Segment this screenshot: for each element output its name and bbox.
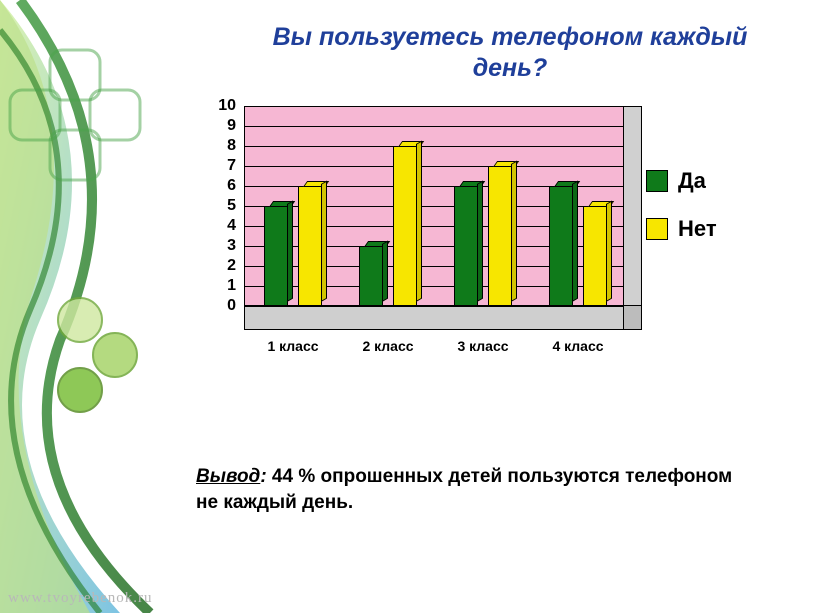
x-category-label: 4 класс bbox=[538, 338, 618, 354]
gridline bbox=[244, 166, 624, 167]
bar bbox=[393, 146, 417, 306]
y-tick-label: 1 bbox=[196, 277, 236, 295]
legend-item: Нет bbox=[646, 216, 717, 242]
gridline bbox=[244, 126, 624, 127]
x-category-label: 3 класс bbox=[443, 338, 523, 354]
bar bbox=[264, 206, 288, 306]
y-tick-label: 6 bbox=[196, 177, 236, 195]
y-tick-label: 0 bbox=[196, 297, 236, 315]
y-tick-label: 7 bbox=[196, 157, 236, 175]
y-tick-label: 9 bbox=[196, 117, 236, 135]
bar bbox=[583, 206, 607, 306]
conclusion-text: Вывод: 44 % опрошенных детей пользуются … bbox=[196, 464, 736, 515]
legend-label: Нет bbox=[678, 216, 717, 242]
legend-swatch bbox=[646, 218, 668, 240]
y-tick-label: 3 bbox=[196, 237, 236, 255]
plot-side-wall bbox=[624, 106, 642, 306]
bar bbox=[488, 166, 512, 306]
y-tick-label: 2 bbox=[196, 257, 236, 275]
y-tick-label: 5 bbox=[196, 197, 236, 215]
y-tick-label: 4 bbox=[196, 217, 236, 235]
slide-title: Вы пользуетесь телефоном каждый день? bbox=[250, 22, 770, 85]
legend-swatch bbox=[646, 170, 668, 192]
y-tick-label: 8 bbox=[196, 137, 236, 155]
plot-side-floor bbox=[624, 306, 642, 330]
x-category-label: 1 класс bbox=[253, 338, 333, 354]
bar bbox=[359, 246, 383, 306]
bar bbox=[454, 186, 478, 306]
gridline bbox=[244, 306, 624, 307]
watermark: www.tvoyrebenok.ru bbox=[8, 590, 153, 607]
x-category-label: 2 класс bbox=[348, 338, 428, 354]
gridline bbox=[244, 146, 624, 147]
bar bbox=[549, 186, 573, 306]
chart-legend: Да Нет bbox=[646, 168, 717, 264]
bar bbox=[298, 186, 322, 306]
bar-chart: 012345678910 1 класс2 класс3 класс4 клас… bbox=[196, 106, 730, 376]
legend-label: Да bbox=[678, 168, 706, 194]
conclusion-body: 44 % опрошенных детей пользуются телефон… bbox=[196, 466, 732, 513]
gridline bbox=[244, 106, 624, 107]
plot-floor bbox=[244, 306, 624, 330]
conclusion-lead: Вывод bbox=[196, 466, 260, 487]
y-tick-label: 10 bbox=[196, 97, 236, 115]
legend-item: Да bbox=[646, 168, 717, 194]
